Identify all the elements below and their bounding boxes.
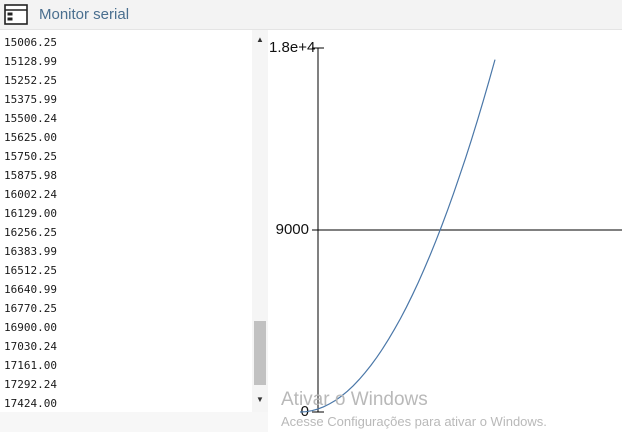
- serial-line: 16640.99: [4, 283, 57, 296]
- y-tick-label: 9000: [276, 221, 309, 238]
- serial-line: 15875.98: [4, 169, 57, 182]
- scrollbar-thumb[interactable]: [254, 321, 266, 385]
- serial-line: 15500.24: [4, 112, 57, 125]
- serial-line: 16002.24: [4, 188, 57, 201]
- window-icon: [4, 4, 28, 25]
- scroll-up-arrow-icon[interactable]: ▲: [256, 35, 264, 44]
- serial-line: 16256.25: [4, 226, 57, 239]
- serial-line: 16129.00: [4, 207, 57, 220]
- activation-watermark-text: Acesse Configurações para ativar o Windo…: [281, 414, 547, 429]
- window-title: Monitor serial: [39, 6, 130, 23]
- serial-line: 17292.24: [4, 378, 57, 391]
- y-tick-label: 1.8e+4: [269, 39, 315, 56]
- list-footer: [0, 412, 268, 432]
- serial-line: 17030.24: [4, 340, 57, 353]
- serial-line: 16512.25: [4, 264, 57, 277]
- scroll-down-arrow-icon[interactable]: ▼: [256, 395, 264, 404]
- serial-line: 15625.00: [4, 131, 57, 144]
- title-bar: Monitor serial: [0, 0, 622, 30]
- serial-line: 15006.25: [4, 36, 57, 49]
- serial-line: 16900.00: [4, 321, 57, 334]
- serial-line: 15252.25: [4, 74, 57, 87]
- serial-line: 16383.99: [4, 245, 57, 258]
- series-line: [299, 59, 496, 413]
- vertical-scrollbar[interactable]: ▲ ▼: [252, 30, 268, 412]
- serial-line: 15128.99: [4, 55, 57, 68]
- serial-line: 15375.99: [4, 93, 57, 106]
- activation-watermark-title: Ativar o Windows: [281, 389, 428, 410]
- serial-line: 17424.00: [4, 397, 57, 410]
- serial-line: 16770.25: [4, 302, 57, 315]
- serial-line: 15750.25: [4, 150, 57, 163]
- serial-line: 17161.00: [4, 359, 57, 372]
- serial-output-list[interactable]: 15006.25 15128.99 15252.25 15375.99 15500.24…: [0, 30, 252, 412]
